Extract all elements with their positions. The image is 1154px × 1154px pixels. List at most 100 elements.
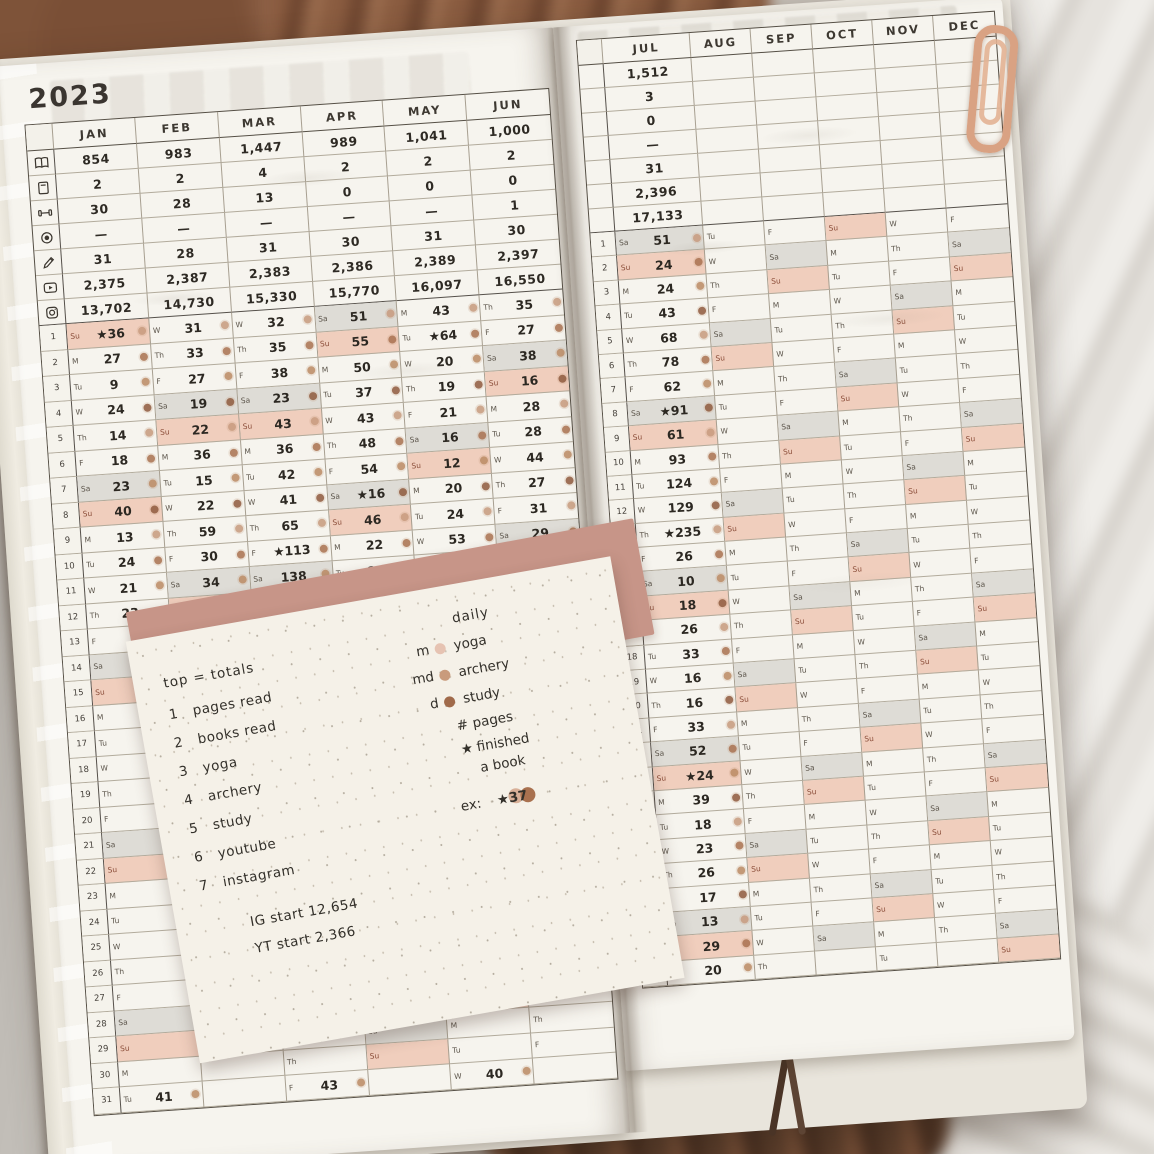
habit-dot xyxy=(233,499,242,508)
habit-dot xyxy=(733,817,742,826)
pages-label: pages xyxy=(471,708,515,732)
dow-label: Su xyxy=(875,904,887,915)
dow-label: M xyxy=(933,851,941,862)
dow-label: W xyxy=(661,846,670,856)
dow-label: W xyxy=(912,559,922,570)
dow-label: Sa xyxy=(874,880,885,890)
dow-label: Sa xyxy=(93,661,104,672)
day-value: 46 xyxy=(363,511,382,528)
dow-label: M xyxy=(109,890,117,901)
day-number: 1 xyxy=(39,324,69,352)
habit-dot xyxy=(475,405,485,415)
dow-label: Su xyxy=(332,517,343,527)
dow-label: Su xyxy=(907,486,919,497)
day-cell xyxy=(532,1052,618,1084)
dow-label: Tu xyxy=(245,472,255,482)
dow-label: Th xyxy=(405,384,416,394)
dow-label: M xyxy=(84,534,92,545)
day-value: 53 xyxy=(447,531,467,548)
day-value: 27 xyxy=(527,474,546,491)
dow-label: Tu xyxy=(968,482,978,493)
day-number: 7 xyxy=(50,476,79,505)
day-value: 24 xyxy=(106,401,126,418)
day-value: 52 xyxy=(688,742,707,760)
dow-label: Th xyxy=(847,490,857,501)
day-value: 24 xyxy=(654,256,673,273)
dow-label: Tu xyxy=(718,402,728,412)
habit-dot xyxy=(564,475,574,485)
day-number: 24 xyxy=(80,909,110,937)
day-value: ★16 xyxy=(356,485,386,503)
dow-label: M xyxy=(740,718,748,729)
day-number: 19 xyxy=(71,782,101,810)
dow-label: M xyxy=(400,308,408,318)
habit-dot xyxy=(394,436,404,446)
dow-label: Th xyxy=(972,531,983,541)
dow-label: Tu xyxy=(323,390,333,400)
daily-key: d xyxy=(428,695,441,713)
dow-label: Su xyxy=(94,687,106,697)
habit-dot xyxy=(555,348,565,358)
day-number: 31 xyxy=(92,1087,122,1115)
dow-label: Th xyxy=(249,522,260,533)
dow-label: Tu xyxy=(706,231,716,242)
dow-label: M xyxy=(877,929,885,939)
dow-label: Th xyxy=(237,344,247,355)
day-number: 5 xyxy=(597,328,624,356)
dow-label: Th xyxy=(651,700,662,710)
day-value: 21 xyxy=(119,579,138,596)
dow-label: W xyxy=(75,407,84,417)
habit-dot xyxy=(389,360,399,369)
day-number: 10 xyxy=(55,553,85,581)
day-number: 9 xyxy=(604,426,631,453)
day-number: 6 xyxy=(48,451,78,479)
dow-label: Th xyxy=(326,440,337,451)
day-cell xyxy=(202,1075,287,1107)
dow-label: F xyxy=(747,816,753,826)
habit-dot xyxy=(695,282,705,291)
dow-label: F xyxy=(711,305,717,315)
dow-label: W xyxy=(404,358,413,369)
dow-label: M xyxy=(412,486,421,496)
day-cell xyxy=(815,946,878,976)
dow-label: Th xyxy=(77,432,88,443)
habit-dot xyxy=(552,297,561,307)
day-value: ★235 xyxy=(663,523,702,541)
dow-label: M xyxy=(784,471,792,481)
habit-dot xyxy=(726,720,735,729)
dow-label: F xyxy=(767,227,773,238)
habit-dot xyxy=(714,549,723,559)
day-value: 38 xyxy=(518,347,538,364)
day-number: 7 xyxy=(600,377,628,404)
dow-label: Sa xyxy=(975,579,986,590)
dow-label: W xyxy=(857,637,866,647)
dow-label: Th xyxy=(801,714,812,724)
day-value: 30 xyxy=(200,548,219,565)
habit-dot xyxy=(482,507,492,516)
habit-dot xyxy=(554,323,563,332)
dow-label: W xyxy=(869,807,878,817)
habit-dot xyxy=(229,448,239,457)
day-value: 55 xyxy=(351,333,370,350)
dow-label: Tu xyxy=(647,651,657,662)
habit-dot xyxy=(734,841,744,851)
dow-label: M xyxy=(990,798,998,809)
dow-label: Tu xyxy=(163,477,173,488)
dow-label: Su xyxy=(727,523,738,534)
habit-dot xyxy=(148,479,158,489)
day-number: 25 xyxy=(82,934,111,963)
dow-label: F xyxy=(328,466,334,476)
book-icon xyxy=(29,174,58,202)
dow-label: Su xyxy=(782,446,793,457)
day-number: 16 xyxy=(66,705,95,734)
dow-label: W xyxy=(112,941,121,952)
dow-label: Tu xyxy=(110,916,120,926)
day-value: 18 xyxy=(678,596,697,614)
dow-label: F xyxy=(156,376,162,386)
habit-dot xyxy=(709,476,718,486)
day-value: 62 xyxy=(663,378,682,395)
dow-label: Su xyxy=(69,331,81,341)
day-number: 11 xyxy=(607,474,635,502)
habit-dot xyxy=(307,366,316,375)
